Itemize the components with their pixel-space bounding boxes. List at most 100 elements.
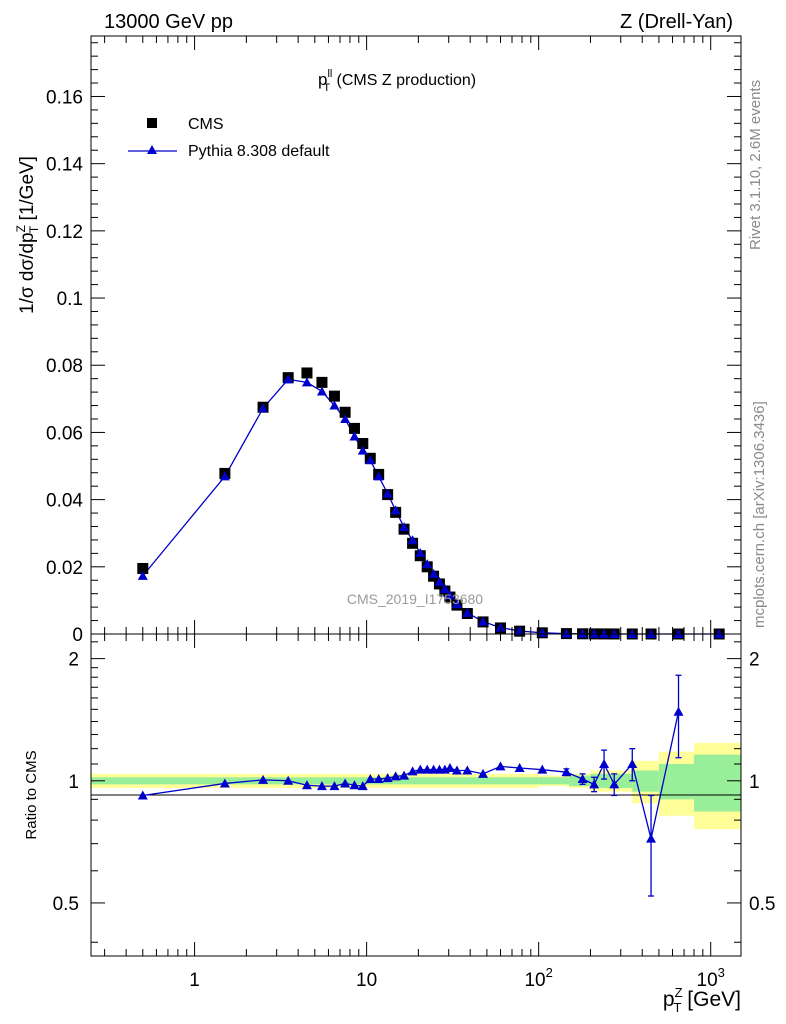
mc-point [357, 445, 368, 455]
x-tick-base: 1 [189, 970, 200, 991]
ratio-y-axis: 0.5 0.5 1 1 2 2 [53, 641, 775, 943]
mc-ratio-point [451, 765, 462, 775]
legend-cms-marker [147, 118, 157, 128]
mc-ratio-point [462, 765, 473, 775]
mc-ratio-point [589, 779, 600, 789]
ratio-plot: 0.5 0.51 12 2 1 10 102 103 Ratio to CMS [23, 633, 775, 991]
main-y-axis: 0 0.02 0.04 0.06 0.08 0.1 0.12 0.14 0.16 [46, 42, 741, 646]
main-ylabel-sub: T [27, 225, 41, 233]
mc-ratio-point [390, 771, 401, 781]
uncertainty-band-inner [91, 777, 539, 785]
mc-ratio-point [599, 758, 610, 768]
ratio-y-tick-label: 0.5 [53, 894, 79, 915]
mc-ratio-point [478, 768, 489, 778]
main-y-tick-label: 0.06 [46, 423, 83, 444]
main-ylabel-main: 1/σ dσ/dp [17, 232, 38, 314]
xlabel-unit: [GeV] [681, 988, 741, 1011]
mc-point [407, 535, 418, 545]
main-y-tick-label: 0 [72, 625, 83, 646]
x-tick-label: 10 [356, 970, 377, 991]
mc-point [434, 576, 445, 586]
cms-point [339, 406, 351, 418]
mc-ratio-point [219, 778, 230, 788]
mc-ratio-point [329, 781, 340, 791]
mc-ratio-point [561, 767, 572, 777]
main-y-tick-label: 0.14 [46, 155, 83, 176]
mc-ratio-point [316, 781, 327, 791]
mc-ratio-point [422, 764, 433, 774]
main-y-tick-label: 0.08 [46, 356, 83, 377]
mc-point [137, 570, 148, 580]
x-tick-base: 10 [356, 970, 377, 991]
uncertainty-band-inner [538, 777, 569, 785]
xlabel-sub: T [674, 1000, 682, 1015]
ratio-y-tick-label-right: 0.5 [749, 894, 775, 915]
ratio-plot-frame [90, 633, 742, 957]
mc-point [258, 403, 269, 413]
ratio-y-tick-label: 1 [68, 772, 79, 793]
mc-ratio-point [415, 764, 426, 774]
mc-point [365, 455, 376, 465]
plot-title: pll T (CMS Z production) [318, 68, 476, 94]
mc-point [577, 628, 588, 638]
mc-point [219, 471, 230, 481]
uncertainty-band-inner [590, 773, 633, 788]
main-ylabel-sup: Z [14, 225, 28, 232]
x-tick-base: 10 [524, 970, 545, 991]
cms-point [301, 367, 313, 379]
xlabel-sup: Z [675, 985, 683, 1000]
legend-mc-marker [147, 145, 157, 154]
mc-point [301, 377, 312, 387]
cms-point [316, 376, 328, 388]
mc-point [415, 548, 426, 558]
x-tick-label: 1 [189, 970, 200, 991]
mc-ratio-point [407, 766, 418, 776]
mc-ratio-point [349, 780, 360, 790]
mc-ratio-point [357, 781, 368, 791]
mc-point [561, 628, 572, 638]
mc-ratio-point [365, 774, 376, 784]
uncertainty-band-inner [694, 754, 741, 812]
xlabel-main: p [663, 988, 675, 1011]
main-y-tick-label: 0.04 [46, 491, 83, 512]
plot-title-rest: (CMS Z production) [332, 72, 476, 89]
mc-point [316, 386, 327, 396]
mc-point [627, 628, 638, 638]
source-label: mcplots.cern.ch [arXiv:1306.3436] [751, 401, 768, 628]
rivet-label: Rivet 3.1.10, 2.6M events [747, 80, 764, 250]
mc-ratio-point [673, 706, 684, 716]
mc-point [382, 488, 393, 498]
mc-ratio-point [258, 774, 269, 784]
mc-ratio-point [577, 774, 588, 784]
process-label: Z (Drell-Yan) [620, 11, 733, 33]
cms-point [137, 562, 149, 574]
ratio-y-axis-label: Ratio to CMS [23, 750, 40, 839]
main-x-ticks [104, 36, 712, 634]
mc-point [646, 628, 657, 638]
mc-ratio-point [137, 790, 148, 800]
mc-ratio-point [444, 763, 455, 773]
mc-point [439, 583, 450, 593]
mc-point [478, 616, 489, 626]
ratio-y-tick-label-right: 1 [749, 772, 760, 793]
cms-point [328, 390, 340, 402]
mc-point [399, 522, 410, 532]
cms-point [357, 438, 369, 450]
plot-title-sub: T [323, 82, 330, 94]
main-y-tick-label: 0.02 [46, 558, 83, 579]
energy-label: 13000 GeV pp [104, 11, 233, 33]
x-tick-base: 10 [697, 970, 718, 991]
mc-ratio-point [399, 770, 410, 780]
mc-point [428, 568, 439, 578]
plot-title-sup: ll [327, 68, 332, 80]
mc-point [599, 628, 610, 638]
mc-ratio-point [537, 764, 548, 774]
mc-point [714, 628, 725, 638]
uncertainty-band-inner [658, 763, 695, 800]
x-tick-exponent: 2 [546, 965, 553, 980]
main-y-tick-label: 0.16 [46, 87, 83, 108]
mc-ratio-point [340, 778, 351, 788]
ratio-band-layer [91, 742, 741, 830]
mc-ratio-point [495, 761, 506, 771]
mc-point [373, 471, 384, 481]
